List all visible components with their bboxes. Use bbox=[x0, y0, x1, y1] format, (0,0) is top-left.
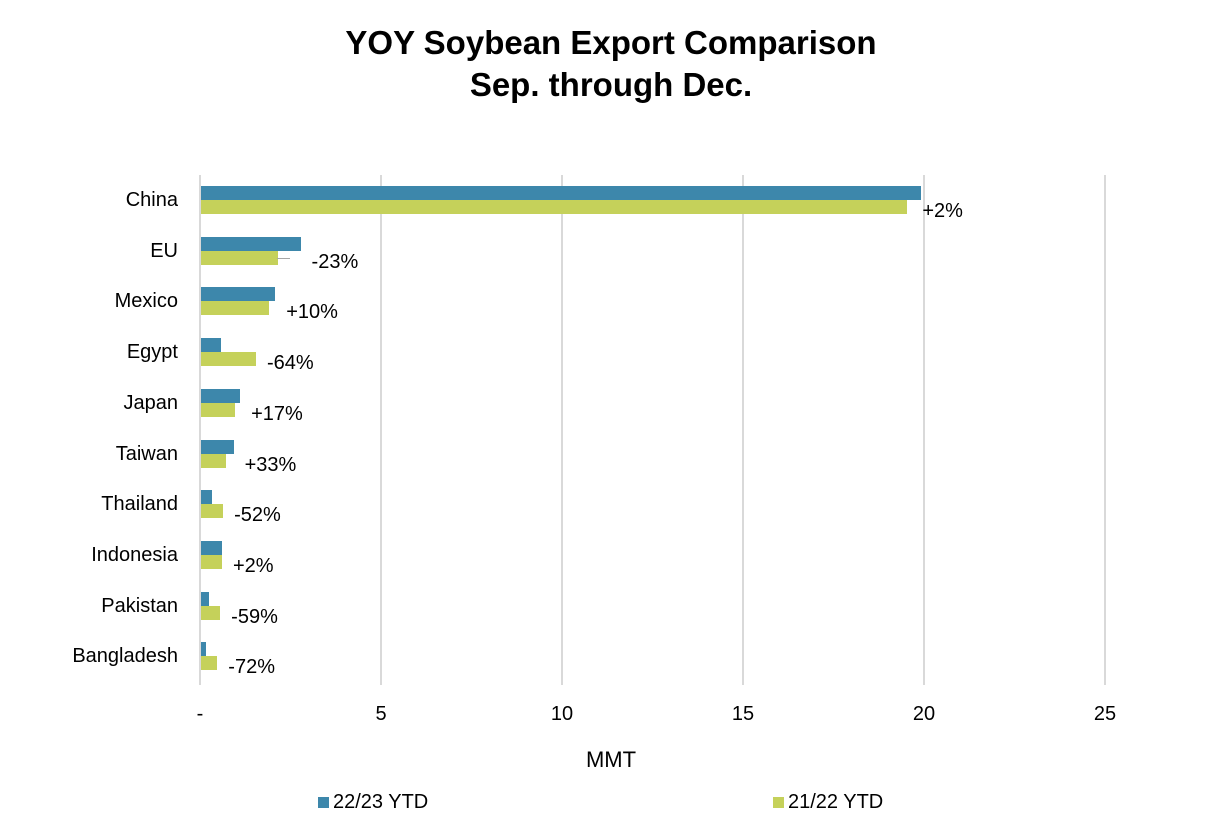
pct-change-label: +10% bbox=[286, 301, 338, 324]
bar-2223 bbox=[201, 186, 922, 200]
category-label: EU bbox=[150, 239, 178, 262]
legend-label: 21/22 YTD bbox=[788, 791, 884, 813]
chart-title: YOY Soybean Export Comparison Sep. throu… bbox=[0, 22, 1222, 106]
pct-change-label: -52% bbox=[234, 504, 281, 527]
category-label: Mexico bbox=[114, 290, 178, 313]
bar-2223 bbox=[201, 388, 241, 403]
legend-item-2223: 22/23 YTD bbox=[318, 791, 428, 814]
pct-change-label: -23% bbox=[311, 250, 359, 273]
bar-2223 bbox=[201, 642, 206, 657]
category-label: Thailand bbox=[101, 493, 178, 516]
bar-2223 bbox=[201, 540, 222, 555]
leader-line bbox=[277, 257, 291, 259]
bar-2223 bbox=[201, 591, 209, 606]
chart-title-main: YOY Soybean Export Comparison bbox=[345, 24, 877, 61]
bar-2122 bbox=[201, 200, 907, 214]
bar-2122 bbox=[201, 554, 222, 569]
pct-change-label: +2% bbox=[922, 200, 963, 222]
gridline bbox=[561, 175, 563, 685]
chart-subtitle: Sep. through Dec. bbox=[469, 66, 753, 103]
bar-2223 bbox=[201, 287, 276, 302]
x-tick-label: 15 bbox=[731, 703, 755, 725]
pct-change-label: -72% bbox=[228, 656, 275, 679]
bar-2122 bbox=[201, 352, 257, 367]
pct-change-label: +33% bbox=[244, 453, 297, 476]
x-tick-label: 5 bbox=[375, 703, 387, 725]
category-label: Indonesia bbox=[91, 543, 178, 566]
category-label: Egypt bbox=[126, 341, 178, 364]
category-label: Japan bbox=[123, 391, 179, 414]
category-label: China bbox=[125, 189, 178, 211]
pct-change-label: -59% bbox=[231, 605, 278, 628]
gridline bbox=[199, 175, 201, 685]
pct-change-label: +2% bbox=[232, 554, 274, 577]
legend-swatch-blue bbox=[318, 797, 329, 808]
pct-change-label: -64% bbox=[267, 352, 314, 375]
gridline bbox=[742, 175, 744, 685]
legend-item-2122: 21/22 YTD bbox=[773, 791, 883, 814]
pct-change-label: +17% bbox=[251, 402, 303, 425]
legend-label: 22/23 YTD bbox=[333, 791, 429, 813]
bar-2122 bbox=[201, 301, 269, 316]
gridline bbox=[923, 175, 925, 685]
category-label: Pakistan bbox=[101, 594, 178, 617]
bar-2223 bbox=[201, 439, 234, 454]
bar-2122 bbox=[201, 453, 226, 468]
gridline bbox=[1104, 175, 1106, 685]
bar-2122 bbox=[201, 250, 279, 265]
plot-area: China +2% EU -23% Mexico +10% Egypt -64% Japan +1… bbox=[72, 175, 1106, 685]
x-axis-label: MMT bbox=[585, 747, 637, 772]
bar-2122 bbox=[201, 605, 221, 620]
x-tick-label: 10 bbox=[550, 703, 574, 725]
gridline bbox=[380, 175, 382, 685]
bar-2223 bbox=[201, 338, 221, 353]
bar-2223 bbox=[201, 236, 301, 251]
x-tick-label: - bbox=[196, 703, 204, 725]
bar-2122 bbox=[201, 656, 218, 671]
bar-2122 bbox=[201, 504, 224, 519]
x-tick-label: 25 bbox=[1093, 703, 1117, 725]
bar-2223 bbox=[201, 490, 212, 505]
bar-2122 bbox=[201, 402, 235, 417]
category-label: Bangladesh bbox=[72, 645, 178, 668]
category-label: Taiwan bbox=[115, 442, 178, 465]
x-tick-label: 20 bbox=[912, 703, 936, 725]
legend-swatch-green bbox=[773, 797, 784, 808]
